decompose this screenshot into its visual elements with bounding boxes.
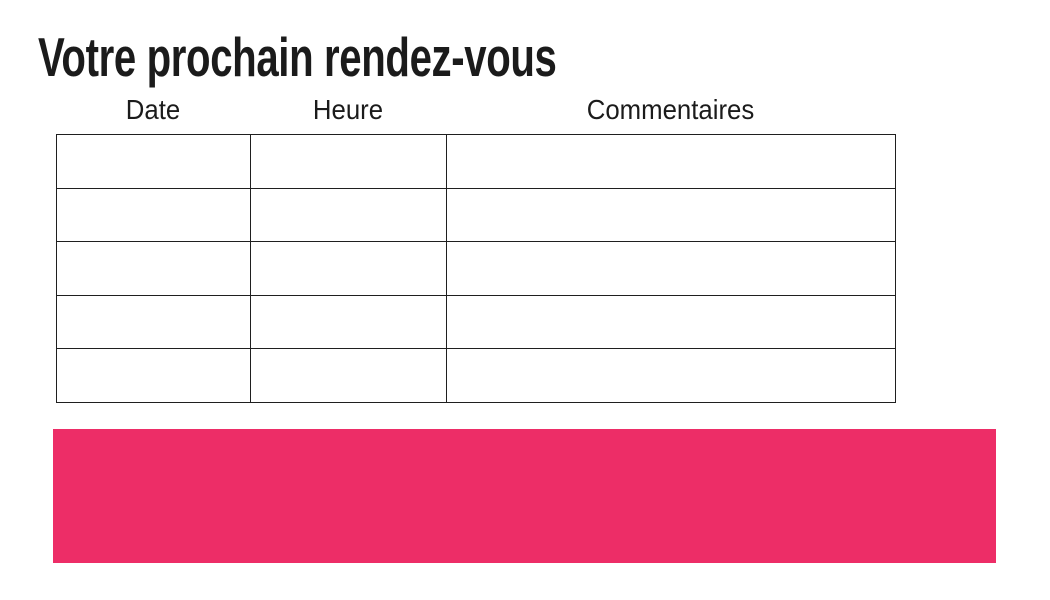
cell-heure <box>250 294 447 350</box>
table-row <box>56 294 896 350</box>
cell-date <box>56 294 251 350</box>
page-title: Votre prochain rendez-vous <box>38 26 557 88</box>
column-header-heure: Heure <box>312 94 384 125</box>
cell-commentaires <box>446 187 896 243</box>
highlight-banner <box>53 429 996 563</box>
cell-date <box>56 134 251 189</box>
cell-commentaires <box>446 134 896 189</box>
table-header-row: Date Heure Commentaires <box>56 95 895 125</box>
table-row <box>56 348 896 403</box>
cell-date <box>56 241 251 296</box>
cell-commentaires <box>446 294 896 350</box>
appointments-table-body <box>56 134 896 403</box>
appointments-table <box>56 134 896 403</box>
table-row <box>56 187 896 243</box>
cell-heure <box>250 348 447 403</box>
table-row <box>56 134 896 189</box>
cell-date <box>56 187 251 243</box>
cell-commentaires <box>446 241 896 296</box>
table-row <box>56 241 896 296</box>
cell-commentaires <box>446 348 896 403</box>
cell-date <box>56 348 251 403</box>
column-header-date: Date <box>125 94 181 125</box>
cell-heure <box>250 134 447 189</box>
column-header-commentaires: Commentaires <box>586 94 755 125</box>
cell-heure <box>250 241 447 296</box>
cell-heure <box>250 187 447 243</box>
